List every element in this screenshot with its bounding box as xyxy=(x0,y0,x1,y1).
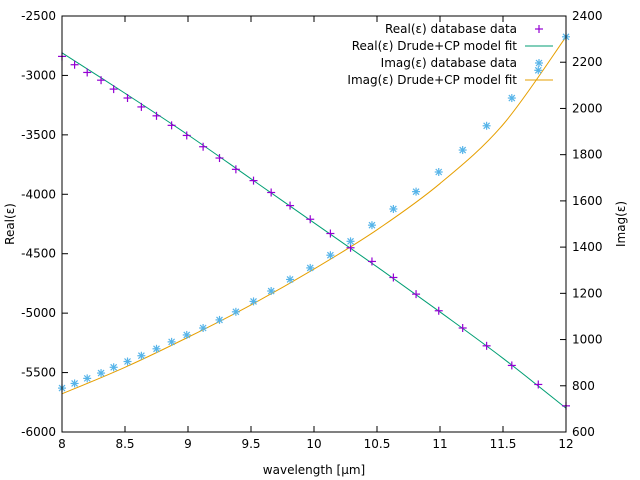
y2-tick-label: 1000 xyxy=(572,333,603,347)
data-point-imag xyxy=(70,379,79,388)
x-tick-label: 8 xyxy=(58,437,66,451)
data-point-real xyxy=(434,306,443,315)
data-point-imag xyxy=(123,357,132,366)
y2-tick-label: 2400 xyxy=(572,9,603,23)
data-point-real xyxy=(215,154,224,163)
data-point-real xyxy=(507,361,516,370)
data-point-real xyxy=(482,341,491,350)
x-axis-label: wavelength [µm] xyxy=(263,463,365,477)
data-point-real xyxy=(267,188,276,197)
data-point-imag xyxy=(199,324,208,332)
data-point-imag xyxy=(97,369,106,378)
series-layer xyxy=(58,32,570,410)
data-point-imag xyxy=(306,263,315,272)
y-tick-label: -4500 xyxy=(21,247,56,261)
y2-tick-label: 1400 xyxy=(572,240,603,254)
x-tick-label: 8.5 xyxy=(115,437,134,451)
y2-tick-label: 800 xyxy=(572,379,595,393)
data-point-imag xyxy=(249,297,258,306)
y2-axis-label: Imag(ε) xyxy=(614,201,628,247)
y-tick-label: -3000 xyxy=(21,68,56,82)
data-point-real xyxy=(412,290,421,299)
legend-entry-label: Real(ε) Drude+CP model fit xyxy=(352,39,518,53)
data-point-imag xyxy=(83,374,92,383)
data-point-imag xyxy=(412,187,421,196)
data-point-real xyxy=(97,76,106,85)
data-point-real xyxy=(182,131,191,140)
data-point-imag xyxy=(507,94,516,103)
data-point-real xyxy=(306,215,315,224)
data-point-imag xyxy=(267,287,276,296)
data-point-real xyxy=(389,273,398,282)
x-tick-label: 11.5 xyxy=(490,437,517,451)
y-tick-label: -3500 xyxy=(21,128,56,142)
y2-tick-label: 1800 xyxy=(572,148,603,162)
y-tick-label: -5500 xyxy=(21,366,56,380)
data-point-imag xyxy=(534,66,543,75)
data-point-imag xyxy=(434,168,443,176)
data-point-imag xyxy=(346,237,355,246)
y-tick-label: -6000 xyxy=(21,425,56,439)
data-point-real xyxy=(83,68,92,77)
data-point-real xyxy=(249,176,258,185)
y2-tick-label: 2200 xyxy=(572,55,603,69)
data-point-imag xyxy=(231,307,240,316)
data-point-real xyxy=(109,85,118,94)
data-point-real xyxy=(534,380,543,389)
y-tick-label: -2500 xyxy=(21,9,56,23)
data-point-imag xyxy=(182,330,191,339)
data-point-imag xyxy=(137,351,146,360)
series-line-3 xyxy=(61,36,567,395)
legend-entry-label: Imag(ε) Drude+CP model fit xyxy=(347,73,517,87)
data-point-real xyxy=(152,111,161,120)
y2-tick-label: 1600 xyxy=(572,194,603,208)
legend-entry-label: Real(ε) database data xyxy=(385,22,517,36)
data-point-real xyxy=(137,102,146,111)
data-point-imag xyxy=(389,204,398,213)
data-point-real xyxy=(326,229,335,238)
x-tick-label: 9.5 xyxy=(241,437,260,451)
y2-tick-label: 600 xyxy=(572,425,595,439)
x-tick-label: 10.5 xyxy=(364,437,391,451)
y-tick-label: -5000 xyxy=(21,306,56,320)
data-point-real xyxy=(458,324,467,332)
data-point-imag xyxy=(286,275,295,284)
x-tick-label: 9 xyxy=(184,437,192,451)
data-point-imag xyxy=(152,344,161,353)
series-line-1 xyxy=(61,52,567,409)
data-point-imag xyxy=(367,221,376,230)
data-point-real xyxy=(231,165,240,174)
data-point-imag xyxy=(458,146,467,155)
data-point-imag xyxy=(326,251,335,260)
data-point-real xyxy=(70,60,79,69)
data-point-real xyxy=(286,201,295,210)
legend-marker-star xyxy=(535,59,543,67)
data-point-real xyxy=(367,257,376,266)
y2-tick-label: 2000 xyxy=(572,101,603,115)
data-point-imag xyxy=(215,315,224,324)
data-point-real xyxy=(123,94,132,103)
data-point-real xyxy=(167,121,176,130)
x-tick-label: 10 xyxy=(306,437,321,451)
ticks-layer: 8 8.5 9 9.5 10 10.5 11 11.5 12 -6000 -5500 -5000 -45… xyxy=(21,9,602,451)
y-axis-label: Real(ε) xyxy=(3,203,17,245)
x-tick-label: 12 xyxy=(558,437,573,451)
y2-tick-label: 1200 xyxy=(572,286,603,300)
data-point-imag xyxy=(109,363,118,372)
legend: Real(ε) database data Real(ε) Drude+CP mo… xyxy=(347,22,553,87)
legend-entry-label: Imag(ε) database data xyxy=(381,56,517,70)
y-tick-label: -4000 xyxy=(21,187,56,201)
data-point-imag xyxy=(482,121,491,130)
legend-marker-plus xyxy=(535,25,543,33)
data-point-imag xyxy=(167,337,176,346)
x-tick-label: 11 xyxy=(432,437,447,451)
data-point-real xyxy=(199,142,208,151)
